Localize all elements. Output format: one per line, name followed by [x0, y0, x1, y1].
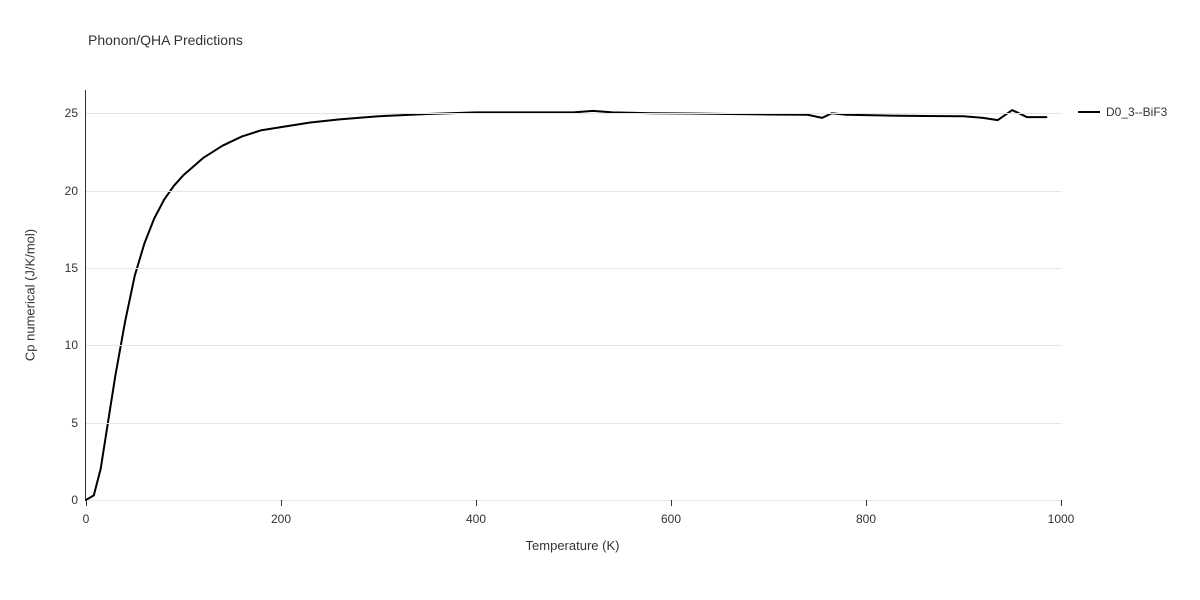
legend-label: D0_3--BiF3	[1106, 105, 1167, 119]
x-axis-label: Temperature (K)	[526, 538, 620, 553]
grid-line	[86, 268, 1061, 269]
y-tick-label: 20	[65, 184, 86, 198]
plot-area: 051015202502004006008001000	[85, 90, 1061, 501]
line-series-svg	[86, 90, 1061, 500]
x-tick-label: 1000	[1048, 500, 1075, 526]
x-tick-label: 200	[271, 500, 291, 526]
series-line	[86, 110, 1046, 500]
grid-line	[86, 191, 1061, 192]
y-tick-label: 25	[65, 106, 86, 120]
y-tick-label: 10	[65, 338, 86, 352]
legend: D0_3--BiF3	[1078, 105, 1167, 119]
grid-line	[86, 423, 1061, 424]
x-tick-label: 400	[466, 500, 486, 526]
grid-line	[86, 113, 1061, 114]
grid-line	[86, 500, 1061, 501]
x-tick-label: 800	[856, 500, 876, 526]
y-tick-label: 15	[65, 261, 86, 275]
legend-line-icon	[1078, 111, 1100, 113]
x-tick-label: 0	[83, 500, 90, 526]
y-axis-label: Cp numerical (J/K/mol)	[23, 229, 38, 361]
x-tick-label: 600	[661, 500, 681, 526]
grid-line	[86, 345, 1061, 346]
y-tick-label: 5	[71, 416, 86, 430]
chart-container: Phonon/QHA Predictions 05101520250200400…	[0, 0, 1200, 600]
chart-title: Phonon/QHA Predictions	[88, 32, 243, 48]
